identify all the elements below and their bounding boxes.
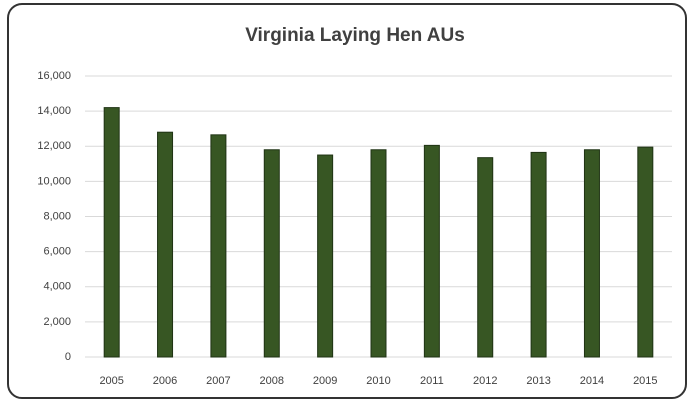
y-tick-label: 6,000 bbox=[43, 246, 71, 258]
y-tick-label: 16,000 bbox=[37, 70, 71, 82]
y-tick-label: 14,000 bbox=[37, 105, 71, 117]
bar bbox=[263, 149, 280, 358]
x-tick-label: 2010 bbox=[366, 375, 390, 387]
x-tick-label: 2008 bbox=[260, 375, 284, 387]
bar bbox=[370, 149, 387, 358]
y-tick-label: 2,000 bbox=[43, 316, 71, 328]
bar bbox=[103, 107, 120, 358]
x-tick-label: 2006 bbox=[153, 375, 177, 387]
chart-title: Virginia Laying Hen AUs bbox=[245, 25, 465, 46]
x-tick-label: 2005 bbox=[99, 375, 123, 387]
bar bbox=[317, 154, 334, 358]
bar bbox=[210, 134, 227, 358]
x-tick-label: 2007 bbox=[206, 375, 230, 387]
y-tick-label: 12,000 bbox=[37, 140, 71, 152]
x-tick-label: 2013 bbox=[526, 375, 550, 387]
y-tick-label: 8,000 bbox=[43, 210, 71, 222]
y-tick-label: 0 bbox=[65, 351, 71, 363]
x-tick-label: 2012 bbox=[473, 375, 497, 387]
bar bbox=[637, 146, 654, 358]
bar bbox=[423, 144, 440, 358]
bar bbox=[530, 151, 547, 358]
bar bbox=[477, 157, 494, 358]
bar bbox=[157, 131, 174, 358]
x-tick-label: 2014 bbox=[580, 375, 604, 387]
x-tick-label: 2009 bbox=[313, 375, 337, 387]
y-tick-label: 10,000 bbox=[37, 175, 71, 187]
x-tick-label: 2011 bbox=[420, 375, 444, 387]
chart-frame bbox=[7, 3, 687, 399]
x-tick-label: 2015 bbox=[633, 375, 657, 387]
bar bbox=[583, 149, 600, 358]
y-tick-label: 4,000 bbox=[43, 281, 71, 293]
